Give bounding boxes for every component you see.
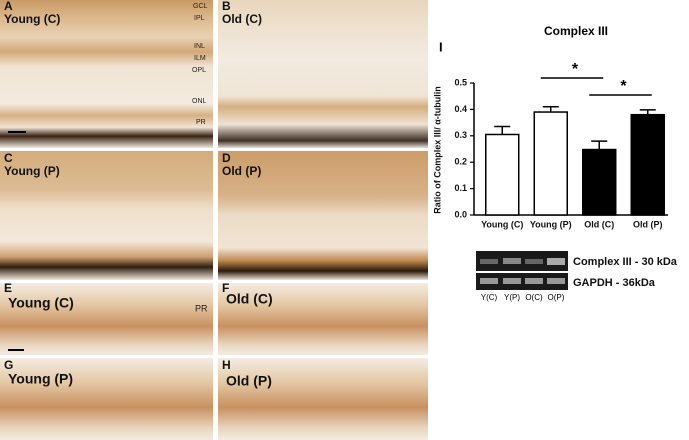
layer-label: GCL (193, 3, 208, 10)
y-axis-label: Ratio of Complex III/ α-tubulin (432, 86, 442, 214)
panel-labels: A Young (C) GCL IPL INL ILM OPL ONL PR B… (4, 0, 273, 389)
blot-strip (476, 251, 568, 271)
lane-label: O(C) (525, 293, 543, 302)
layer-label: PR (196, 119, 206, 126)
micrograph (0, 0, 213, 148)
micrograph (218, 283, 428, 355)
layer-label: IPL (194, 15, 205, 22)
panel-letter: E (4, 281, 12, 295)
micrograph (218, 151, 428, 280)
blot-strip (476, 273, 568, 290)
layer-label: ONL (192, 98, 207, 105)
y-tick-label: 0.5 (454, 77, 467, 87)
blot-band (503, 278, 521, 284)
bar-chart: I Complex III Ratio of Complex III/ α-tu… (432, 24, 668, 229)
bar (533, 111, 568, 216)
y-tick-label: 0.2 (454, 157, 467, 167)
x-tick-label: Old (P) (633, 219, 663, 229)
blot-band (547, 278, 565, 284)
micrograph (218, 0, 428, 148)
group-label: Young (C) (8, 295, 74, 311)
panel-letter: A (4, 0, 13, 13)
lane-label: Y(C) (481, 293, 498, 302)
western-blot: Complex III - 30 kDa GAPDH - 36kDa Y(C) … (476, 251, 678, 302)
micrographs (0, 0, 428, 440)
micrograph (0, 151, 213, 280)
micrograph (218, 358, 428, 440)
group-label: Old (P) (226, 373, 272, 389)
layer-label: ILM (194, 55, 206, 62)
blot-band (480, 278, 498, 284)
blot-band (525, 259, 543, 264)
x-tick-label: Young (C) (481, 219, 523, 229)
group-label: Old (C) (222, 12, 262, 26)
bar (582, 148, 617, 216)
lane-label: O(P) (548, 293, 565, 302)
layer-label: PR (195, 303, 208, 313)
group-label: Young (P) (8, 371, 73, 387)
blot-row-label: GAPDH - 36kDa (573, 277, 656, 289)
blot-band (525, 278, 543, 284)
y-tick-label: 0.3 (454, 130, 467, 140)
blot-row-label: Complex III - 30 kDa (573, 256, 678, 268)
layer-label: INL (194, 43, 205, 50)
bar (485, 133, 520, 216)
group-label: Young (P) (4, 164, 60, 178)
panel-letter: B (222, 0, 231, 13)
group-label: Old (C) (226, 291, 273, 307)
panel-letter: F (222, 281, 229, 295)
blot-band (547, 258, 565, 265)
panel-letter: I (439, 39, 443, 54)
panel-letter: H (222, 358, 231, 372)
significance-star: * (620, 78, 627, 95)
significance-star: * (572, 61, 579, 78)
x-tick-label: Young (P) (530, 219, 572, 229)
y-tick-label: 0.0 (454, 209, 467, 219)
group-label: Old (P) (222, 164, 261, 178)
panel-letter: G (4, 358, 13, 372)
panel-letter: C (4, 151, 13, 165)
blot-band (503, 258, 521, 264)
micrograph (0, 283, 213, 355)
y-tick-label: 0.1 (454, 183, 467, 193)
group-label: Young (C) (4, 12, 60, 26)
blot-band (480, 259, 498, 264)
bar (630, 113, 665, 216)
lane-label: Y(P) (504, 293, 520, 302)
x-tick-label: Old (C) (584, 219, 614, 229)
micrograph (0, 358, 213, 440)
y-tick-label: 0.4 (454, 104, 467, 114)
chart-title: Complex III (544, 24, 608, 38)
panel-letter: D (222, 151, 231, 165)
layer-label: OPL (192, 67, 206, 74)
